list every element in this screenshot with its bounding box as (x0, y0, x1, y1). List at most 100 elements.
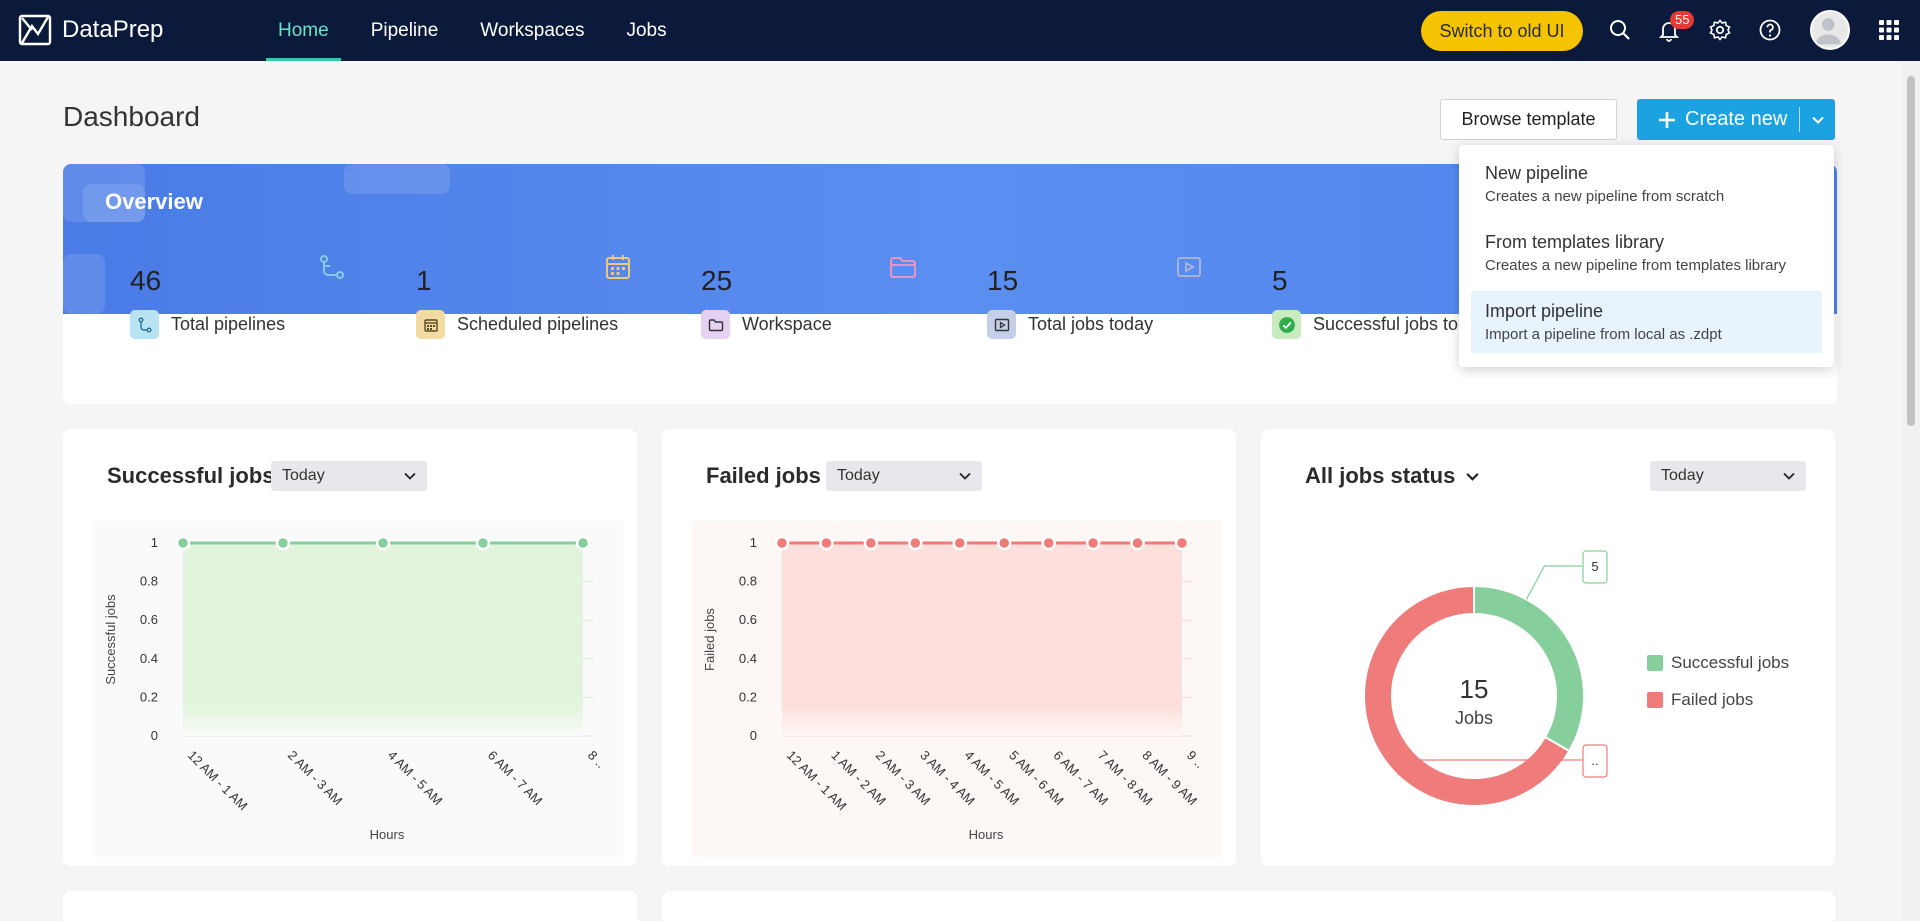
y-tick-label: 0.4 (140, 651, 158, 666)
menu-item-desc: Creates a new pipeline from templates li… (1485, 257, 1786, 274)
check-circle-icon (1272, 310, 1301, 339)
stat-label: Total pipelines (171, 314, 286, 334)
y-tick-label: 0.6 (140, 612, 158, 627)
calendar-icon (606, 255, 630, 279)
y-tick-label: 0 (151, 728, 158, 743)
chevron-down-icon (1466, 472, 1479, 481)
legend-swatch (1647, 655, 1663, 671)
data-point (1174, 535, 1190, 551)
create-new-button[interactable]: Create new (1637, 99, 1835, 140)
top-navbar: DataPrep Home Pipeline Workspaces Jobs S… (0, 0, 1920, 61)
nav-home[interactable]: Home (266, 0, 341, 61)
donut-slice (1363, 584, 1571, 807)
y-tick-label: 0.2 (140, 689, 158, 704)
callout-label: 5 (1591, 559, 1598, 574)
nav-jobs[interactable]: Jobs (626, 19, 667, 41)
menu-item-from-templates[interactable]: From templates library Creates a new pip… (1471, 222, 1822, 284)
browse-template-button[interactable]: Browse template (1440, 99, 1617, 140)
calendar-icon (416, 310, 445, 339)
status-range-select[interactable]: Today (1650, 461, 1806, 491)
scrollbar-thumb[interactable] (1907, 76, 1915, 426)
avatar[interactable] (1810, 10, 1850, 50)
area-fill (782, 543, 1182, 736)
select-value: Today (1661, 467, 1704, 484)
stat-workspace[interactable]: 25 Workspace (676, 241, 937, 365)
create-new-label: Create new (1685, 108, 1788, 130)
data-point (863, 535, 879, 551)
menu-item-new-pipeline[interactable]: New pipeline Creates a new pipeline from… (1471, 153, 1822, 215)
legend-label: Failed jobs (1671, 690, 1754, 709)
stat-label: Total jobs today (1028, 314, 1154, 334)
play-box-icon (987, 310, 1016, 339)
failed-range-select[interactable]: Today (826, 461, 982, 491)
stat-value: 5 (1272, 265, 1288, 296)
stat-total-jobs-today[interactable]: 15 Total jobs today (962, 241, 1223, 365)
donut-center-value: 15 (1460, 674, 1489, 704)
donut-center-label: Jobs (1455, 708, 1493, 728)
data-point (952, 535, 968, 551)
stat-scheduled-pipelines[interactable]: 1 Scheduled pipelines (391, 241, 652, 365)
stat-value: 1 (416, 265, 432, 296)
callout-line (1525, 565, 1583, 600)
help-icon[interactable] (1756, 16, 1784, 44)
data-point (908, 535, 923, 551)
bottom-card-right (662, 891, 1835, 921)
legend-successful[interactable]: Successful jobs (1647, 653, 1789, 673)
folder-icon (701, 310, 730, 339)
app-name: DataPrep (62, 16, 164, 43)
pipeline-icon (130, 310, 159, 339)
data-point (475, 535, 491, 551)
stat-successful-jobs-today[interactable]: 5 Successful jobs today (1247, 241, 1508, 365)
nav-pipeline[interactable]: Pipeline (370, 19, 439, 41)
menu-item-title: From templates library (1485, 232, 1665, 252)
y-tick-label: 0.6 (739, 612, 757, 627)
menu-item-import-pipeline[interactable]: Import pipeline Import a pipeline from l… (1471, 291, 1822, 353)
menu-item-desc: Import a pipeline from local as .zdpt (1485, 326, 1722, 343)
data-point (575, 535, 591, 551)
legend-swatch (1647, 692, 1663, 708)
failed-jobs-title: Failed jobs (706, 463, 821, 488)
all-jobs-donut-chart: 5.. 15 Jobs (1363, 550, 1608, 807)
donut-legend: Successful jobs Failed jobs (1647, 653, 1789, 727)
chevron-down-icon (1783, 472, 1795, 480)
callout-box (1582, 744, 1608, 778)
stat-total-pipelines[interactable]: 46 Total pipelines (105, 241, 366, 365)
data-point (375, 535, 391, 551)
data-point (996, 535, 1012, 551)
stat-label: Scheduled pipelines (457, 314, 619, 334)
chevron-down-icon (404, 472, 416, 480)
switch-old-ui-button[interactable]: Switch to old UI (1421, 11, 1583, 51)
stat-value: 15 (987, 265, 1019, 296)
app-logo[interactable]: DataPrep (18, 14, 163, 46)
gear-icon[interactable] (1706, 16, 1734, 44)
successful-jobs-card: Successful jobs Today 0 0.2 0.4 0.6 0.8 1 12 A… (63, 429, 637, 866)
plus-icon (1659, 111, 1675, 128)
select-value: Today (282, 467, 325, 484)
chevron-down-icon[interactable] (1805, 107, 1831, 132)
y-tick-label: 1 (151, 535, 158, 550)
overview-title: Overview (105, 189, 203, 214)
status-title-text: All jobs status (1305, 463, 1456, 488)
data-point (1130, 535, 1145, 551)
stat-label: Successful jobs today (1313, 314, 1488, 334)
create-divider (1799, 107, 1800, 132)
notification-badge: 55 (1670, 11, 1695, 29)
dataprep-logo-icon (18, 14, 52, 46)
y-axis-title: Successful jobs (103, 594, 118, 685)
nav-workspaces[interactable]: Workspaces (480, 19, 585, 41)
menu-item-title: Import pipeline (1485, 301, 1604, 321)
y-tick-label: 0 (750, 728, 757, 743)
bottom-card-left (63, 891, 637, 921)
successful-range-select[interactable]: Today (271, 461, 427, 491)
chevron-down-icon (959, 472, 971, 480)
page-scrollbar[interactable] (1902, 61, 1920, 921)
search-icon[interactable] (1606, 16, 1634, 44)
legend-failed[interactable]: Failed jobs (1647, 690, 1789, 710)
apps-grid-icon[interactable] (1875, 16, 1903, 44)
stat-label: Workspace (742, 314, 832, 334)
all-jobs-status-title[interactable]: All jobs status (1305, 463, 1480, 489)
y-axis-title: Failed jobs (702, 608, 717, 671)
main-nav: Home Pipeline Workspaces Jobs (266, 0, 679, 61)
